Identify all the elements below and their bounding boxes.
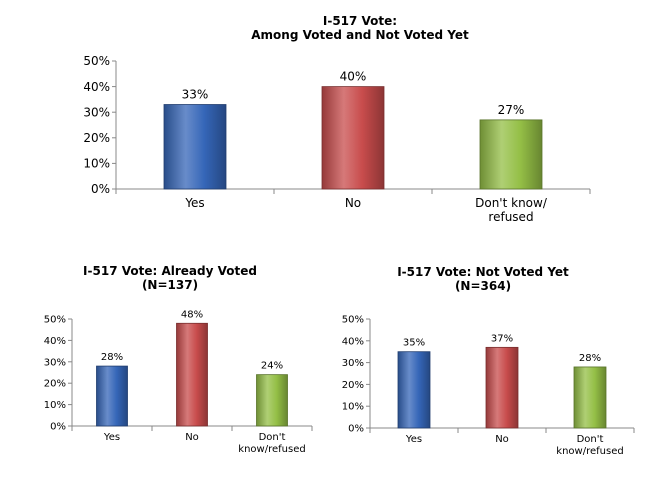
y-tick-label: 10% bbox=[44, 400, 66, 411]
x-tick-label: No bbox=[345, 196, 361, 210]
bar bbox=[573, 366, 607, 429]
data-label: 48% bbox=[181, 309, 203, 320]
y-tick-label: 50% bbox=[83, 54, 110, 68]
chart-title: I-517 Vote: Among Voted and Not Voted Ye… bbox=[251, 14, 469, 43]
chart-plot: 0% 10% 20% 30% 40% 50% 28% Yes 48% No 24% Don'tknow… bbox=[44, 309, 313, 455]
data-label: 28% bbox=[579, 353, 601, 364]
data-label: 37% bbox=[491, 333, 513, 344]
data-label: 24% bbox=[261, 361, 283, 372]
y-tick-label: 30% bbox=[44, 357, 66, 368]
y-tick-label: 20% bbox=[44, 379, 66, 390]
bar bbox=[96, 365, 128, 427]
y-tick-label: 0% bbox=[50, 422, 66, 433]
y-tick-label: 40% bbox=[342, 336, 364, 347]
x-tick-label: know/refused bbox=[238, 444, 305, 455]
chart-title: I-517 Vote: Already Voted (N=137) bbox=[83, 264, 257, 293]
chart-overall: I-517 Vote: Among Voted and Not Voted Ye… bbox=[60, 14, 660, 244]
chart-not-voted-yet: I-517 Vote: Not Voted Yet (N=364) 0% 10% 2… bbox=[318, 262, 648, 482]
x-tick-label: Yes bbox=[405, 434, 422, 445]
y-tick-label: 40% bbox=[83, 80, 110, 94]
x-tick-label: No bbox=[185, 432, 199, 443]
x-tick-label: Yes bbox=[103, 432, 120, 443]
y-tick-label: 0% bbox=[348, 424, 364, 435]
y-tick-label: 30% bbox=[83, 105, 110, 119]
y-tick-label: 10% bbox=[342, 402, 364, 413]
data-label: 35% bbox=[403, 338, 425, 349]
x-tick-label: know/refused bbox=[556, 446, 623, 457]
chart-title: I-517 Vote: Not Voted Yet (N=364) bbox=[397, 265, 569, 294]
bar bbox=[485, 346, 519, 429]
y-tick-label: 10% bbox=[83, 157, 110, 171]
chart-plot: 0% 10% 20% 30% 40% 50% 33% Yes 40% No 27% Don't kno… bbox=[83, 54, 591, 224]
x-tick-label: Don't know/ bbox=[475, 196, 548, 210]
chart-already-voted: I-517 Vote: Already Voted (N=137) 0% 10% 2… bbox=[20, 262, 320, 482]
y-tick-label: 50% bbox=[44, 315, 66, 326]
bar bbox=[176, 322, 208, 427]
y-tick-label: 50% bbox=[342, 315, 364, 326]
bar bbox=[397, 351, 431, 429]
y-tick-label: 30% bbox=[342, 358, 364, 369]
bar bbox=[479, 119, 543, 190]
y-tick-label: 20% bbox=[83, 131, 110, 145]
x-tick-label: No bbox=[495, 434, 509, 445]
bar bbox=[256, 374, 288, 427]
y-tick-label: 40% bbox=[44, 336, 66, 347]
data-label: 40% bbox=[340, 70, 367, 84]
x-tick-label: refused bbox=[488, 210, 533, 224]
x-tick-label: Yes bbox=[184, 196, 204, 210]
data-label: 33% bbox=[182, 88, 209, 102]
x-tick-label: Don't bbox=[577, 434, 604, 445]
y-tick-label: 20% bbox=[342, 380, 364, 391]
data-label: 27% bbox=[498, 103, 525, 117]
chart-plot: 0% 10% 20% 30% 40% 50% 35% Yes 37% No 28% Don'tknow… bbox=[342, 315, 635, 457]
x-tick-label: Don't bbox=[259, 432, 286, 443]
data-label: 28% bbox=[101, 352, 123, 363]
bar bbox=[163, 104, 227, 190]
y-tick-label: 0% bbox=[91, 182, 110, 196]
bar bbox=[321, 86, 385, 190]
